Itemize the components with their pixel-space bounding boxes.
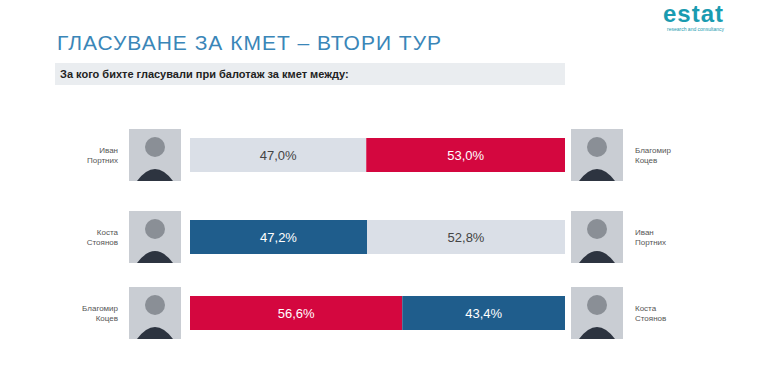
data-label: 43,4% <box>465 306 502 321</box>
data-label: 52,8% <box>448 230 485 245</box>
right-name: ИванПортних <box>635 228 666 247</box>
data-label: 53,0% <box>447 148 484 163</box>
right-photo <box>571 211 623 263</box>
data-label: 47,2% <box>260 230 297 245</box>
bar-segment <box>190 296 402 330</box>
left-name: КостаСтоянов <box>87 228 119 247</box>
bar-segment <box>190 138 366 172</box>
left-name: ИванПортних <box>87 146 118 165</box>
bars <box>190 138 565 330</box>
bar-segment <box>402 296 565 330</box>
data-label: 56,6% <box>278 306 315 321</box>
right-name: КостаСтоянов <box>635 304 666 323</box>
logo: estat <box>663 0 724 27</box>
subtitle: За кого бихте гласували при балотаж за к… <box>60 68 349 80</box>
data-labels: 47,0% 53,0% 47,2% 52,8% 56,6% 43,4% <box>260 148 503 321</box>
subtitle-band <box>55 63 565 85</box>
bar-segment <box>367 220 565 254</box>
chart-root: estatresearch and consultancy ГЛАСУВАНЕ З… <box>0 0 758 379</box>
chart: estatresearch and consultancy ГЛАСУВАНЕ З… <box>0 0 758 379</box>
bar-segment <box>190 220 367 254</box>
logo-tagline: research and consultancy <box>667 26 724 32</box>
left-photo <box>129 211 181 263</box>
left-name: БлагомирКоцев <box>82 304 118 323</box>
data-label: 47,0% <box>260 148 297 163</box>
bar-segment <box>366 138 565 172</box>
title: ГЛАСУВАНЕ ЗА КМЕТ – ВТОРИ ТУР <box>57 31 442 54</box>
candidates: ИванПортних БлагомирКоцев КостаСтоянов Иван… <box>82 129 671 339</box>
right-photo <box>571 129 623 181</box>
left-photo <box>129 129 181 181</box>
left-photo <box>129 287 181 339</box>
right-name: БлагомирКоцев <box>635 146 671 165</box>
right-photo <box>571 287 623 339</box>
